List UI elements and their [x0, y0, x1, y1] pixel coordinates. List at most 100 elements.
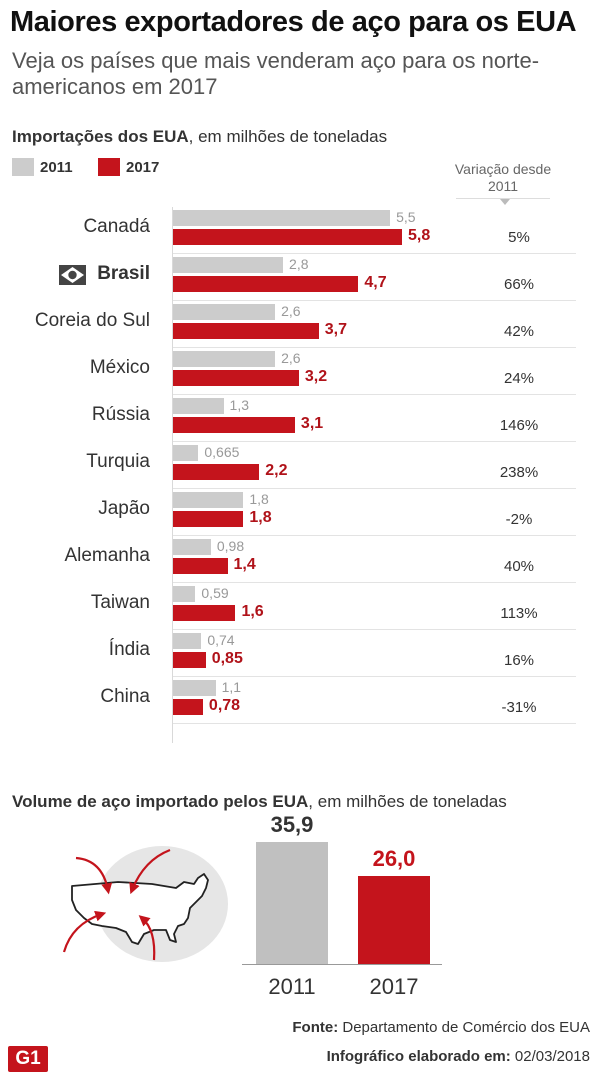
- variation-value: 40%: [503, 558, 535, 575]
- bar-2011: [172, 257, 284, 273]
- bar-2011: [172, 586, 196, 602]
- volume-baseline: [242, 964, 442, 965]
- chart-row: Alemanha 0,98 1,4 40%: [12, 536, 576, 583]
- variation-value: 238%: [499, 464, 539, 481]
- value-label-2011: 1,1: [221, 679, 242, 695]
- variation-value: 42%: [503, 323, 535, 340]
- country-label: México: [89, 357, 150, 378]
- legend-swatch-2017: [98, 158, 120, 176]
- row-divider: [172, 676, 576, 677]
- chart-row: Rússia 1,3 3,1 146%: [12, 395, 576, 442]
- import-arrow-north: [129, 848, 171, 895]
- row-divider: [172, 488, 576, 489]
- variation-header-text: Variação desde 2011: [454, 161, 552, 194]
- g1-logo: G1: [8, 1046, 48, 1072]
- bar-2017: [172, 558, 228, 574]
- volume-year-label: 2017: [369, 974, 419, 999]
- row-divider: [172, 347, 576, 348]
- value-label-2017: 2,2: [265, 462, 288, 479]
- variation-header: Variação desde 2011: [448, 161, 558, 205]
- country-label: Alemanha: [64, 545, 150, 566]
- row-divider: [172, 394, 576, 395]
- bar-2017: [172, 464, 260, 480]
- value-label-2017: 1,6: [241, 603, 264, 620]
- variation-value: 16%: [503, 652, 535, 669]
- bar-2011: [172, 210, 391, 226]
- value-label-2017: 4,7: [364, 274, 387, 291]
- row-divider: [172, 629, 576, 630]
- bar-2011: [172, 398, 224, 414]
- value-label-2011: 0,98: [216, 538, 245, 554]
- country-label: Rússia: [91, 404, 150, 425]
- value-label-2017: 0,78: [208, 697, 241, 714]
- country-label: Japão: [98, 498, 150, 519]
- volume-title-bold: Volume de aço importado pelos EUA: [12, 792, 309, 811]
- row-divider: [172, 253, 576, 254]
- source-text: Departamento de Comércio dos EUA: [342, 1019, 590, 1036]
- chart-row: Índia 0,74 0,85 16%: [12, 630, 576, 677]
- variation-value: 66%: [503, 276, 535, 293]
- source-label: Fonte:: [292, 1019, 343, 1036]
- volume-section-title: Volume de aço importado pelos EUA, em mi…: [12, 792, 507, 812]
- bar-2017: [172, 699, 203, 715]
- usa-map-illustration: [62, 846, 228, 962]
- import-arrow-south: [138, 915, 156, 961]
- bar-2011: [172, 304, 276, 320]
- credit-note: Infográfico elaborado em: 02/03/2018: [327, 1048, 590, 1065]
- bar-2017: [172, 652, 206, 668]
- country-label: Coreia do Sul: [34, 310, 150, 331]
- imports-section-title: Importações dos EUA, em milhões de tonel…: [12, 127, 387, 147]
- chart-row: Turquia 0,665 2,2 238%: [12, 442, 576, 489]
- variation-value: -31%: [501, 699, 537, 716]
- row-divider: [172, 723, 576, 724]
- value-label-2011: 2,6: [281, 350, 301, 366]
- row-divider: [172, 582, 576, 583]
- brazil-flag-icon: [59, 265, 86, 285]
- value-label-2011: 1,8: [249, 491, 269, 507]
- variation-header-rule: [456, 198, 550, 199]
- value-label-2011: 2,8: [289, 256, 309, 272]
- volume-bar-2011: [256, 842, 328, 964]
- chart-axis: [172, 207, 173, 743]
- bar-2017: [172, 370, 299, 386]
- value-label-2011: 2,6: [281, 303, 301, 319]
- value-label-2011: 0,665: [204, 444, 240, 460]
- variation-header-pointer: [500, 199, 510, 205]
- country-label: Índia: [108, 639, 150, 660]
- source-note: Fonte: Departamento de Comércio dos EUA: [292, 1019, 590, 1036]
- bar-2017: [172, 605, 236, 621]
- chart-row: Canadá 5,5 5,8 5%: [12, 207, 576, 254]
- value-label-2011: 1,3: [229, 397, 250, 413]
- legend-label-2017: 2017: [126, 159, 160, 176]
- value-label-2017: 5,8: [408, 227, 431, 244]
- volume-value-label: 26,0: [372, 845, 416, 871]
- bar-2011: [172, 492, 244, 508]
- value-label-2011: 0,59: [201, 585, 229, 601]
- variation-value: 113%: [500, 605, 538, 622]
- chart-row: Coreia do Sul 2,6 3,7 42%: [12, 301, 576, 348]
- bar-2011: [172, 680, 216, 696]
- value-label-2011: 5,5: [396, 209, 416, 225]
- variation-value: 146%: [499, 417, 539, 434]
- imports-title-rest: , em milhões de toneladas: [188, 127, 388, 146]
- bar-2011: [172, 445, 199, 461]
- volume-value-label: 35,9: [270, 812, 314, 837]
- country-label: Brasil: [97, 263, 150, 284]
- chart-row: Brasil 2,8 4,7 66%: [12, 254, 576, 301]
- legend-swatch-2011: [12, 158, 34, 176]
- value-label-2017: 3,7: [324, 321, 347, 338]
- imports-title-bold: Importações dos EUA: [12, 127, 189, 146]
- row-divider: [172, 535, 576, 536]
- value-label-2017: 1,4: [233, 556, 256, 573]
- bar-2017: [172, 323, 319, 339]
- volume-year-label: 2011: [268, 974, 316, 999]
- country-label: Turquia: [86, 451, 150, 472]
- bar-2017: [172, 276, 359, 292]
- country-label: Canadá: [83, 216, 150, 237]
- import-arrow-northwest: [75, 856, 113, 895]
- country-label: Taiwan: [90, 592, 150, 613]
- variation-value: -2%: [505, 511, 533, 528]
- credit-date: 02/03/2018: [514, 1048, 590, 1065]
- volume-title-rest: , em milhões de toneladas: [308, 792, 507, 811]
- row-divider: [172, 441, 576, 442]
